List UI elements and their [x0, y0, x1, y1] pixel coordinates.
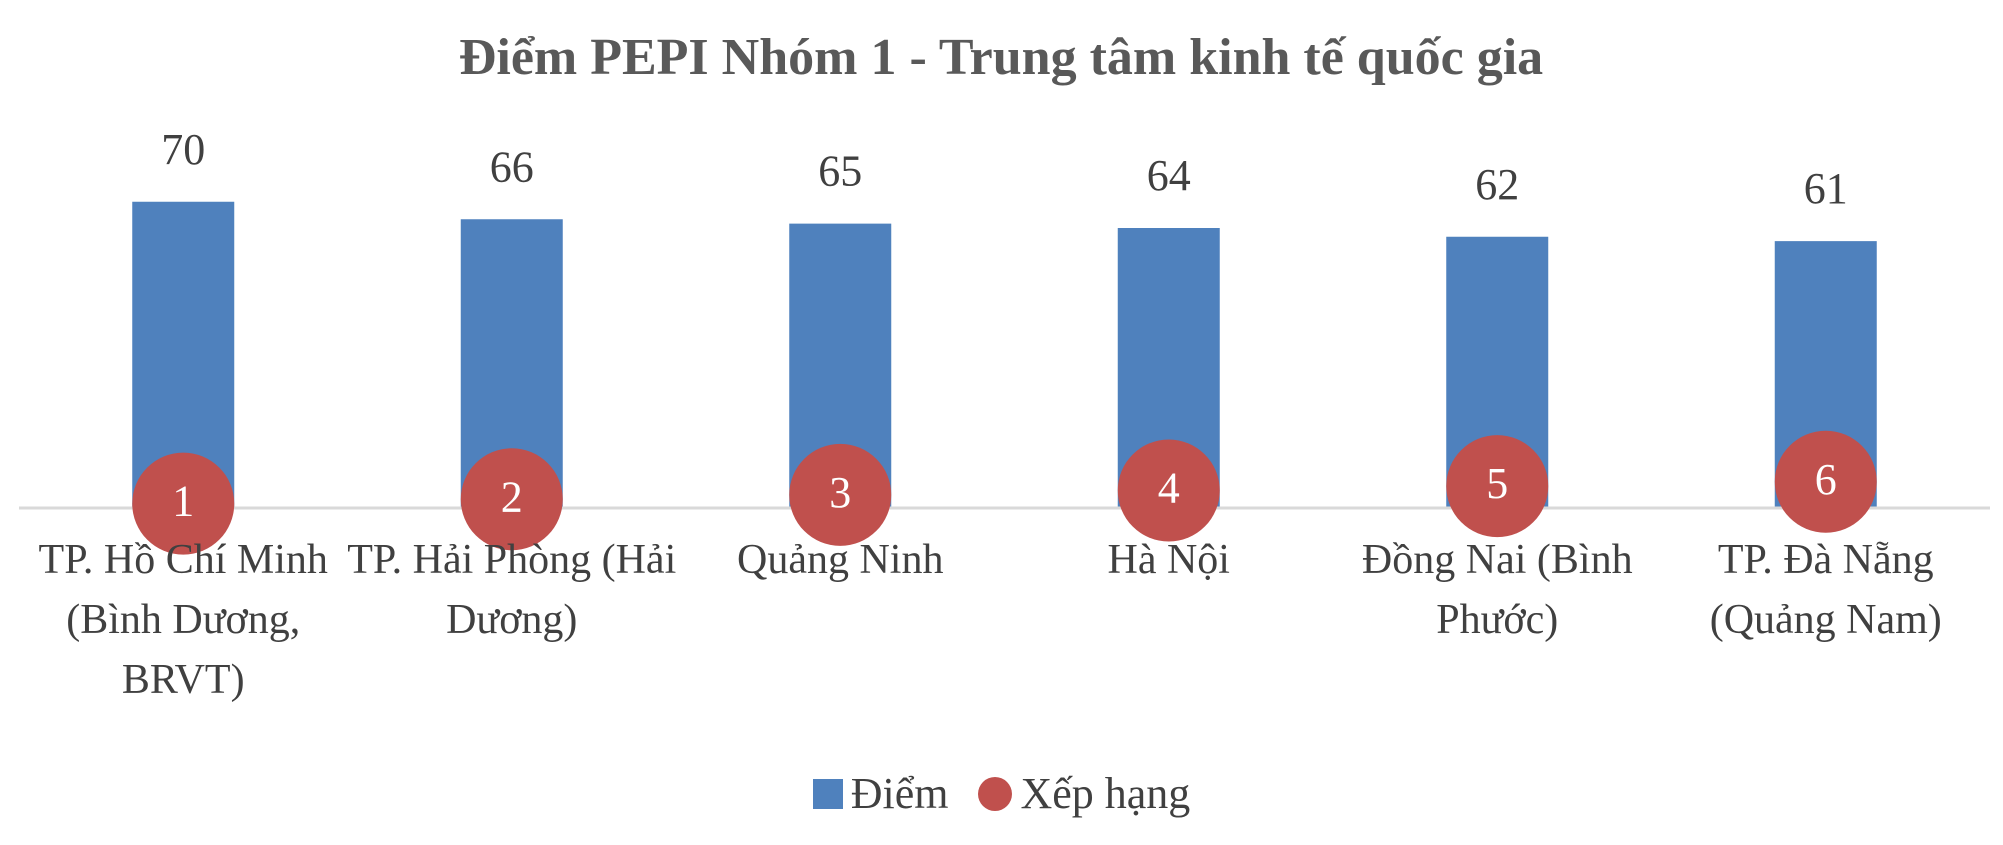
legend-item: Điểm	[812, 768, 949, 819]
rank-label: 6	[1815, 455, 1837, 504]
chart-title: Điểm PEPI Nhóm 1 - Trung tâm kinh tế quố…	[459, 29, 1543, 86]
rank-dot	[460, 448, 563, 551]
x-tick-label: Hà Nội	[1107, 537, 1230, 583]
value-label: 62	[1475, 160, 1519, 209]
legend-swatch	[812, 778, 843, 809]
x-tick-label: Quảng Ninh	[737, 537, 944, 583]
value-label: 64	[1147, 151, 1191, 200]
rank-dot	[132, 452, 235, 555]
legend-swatch	[978, 776, 1013, 811]
rank-label: 2	[501, 472, 523, 521]
x-tick-label: TP. Hồ Chí Minh (Bình Dương, BRVT)	[38, 537, 328, 703]
rank-label: 5	[1486, 459, 1508, 508]
x-tick-label: TP. Đà Nẵng (Quảng Nam)	[1709, 537, 1942, 643]
legend-label: Xếp hạng	[1020, 769, 1191, 818]
x-tick-label: TP. Hải Phòng (Hải Dương)	[347, 537, 677, 643]
value-label: 61	[1804, 164, 1848, 213]
rank-dot	[1117, 439, 1220, 542]
legend-item: Xếp hạng	[978, 768, 1190, 819]
bars: 70 66 65 64 62 61	[132, 125, 1877, 508]
rank-dot	[1774, 430, 1877, 533]
rank-dot	[1446, 435, 1549, 538]
dots: 1 2 3 4 5 6	[132, 430, 1877, 555]
rank-dot	[789, 443, 892, 546]
rank-label: 3	[829, 468, 851, 517]
value-label: 66	[490, 142, 534, 191]
value-label: 70	[161, 125, 205, 174]
x-tick-label: Đồng Nai (Bình Phước)	[1361, 537, 1633, 643]
value-label: 65	[818, 147, 862, 196]
legend: Điểm Xếp hạng	[0, 768, 2003, 819]
rank-label: 4	[1158, 464, 1180, 513]
legend-label: Điểm	[850, 769, 949, 818]
rank-label: 1	[172, 477, 194, 526]
